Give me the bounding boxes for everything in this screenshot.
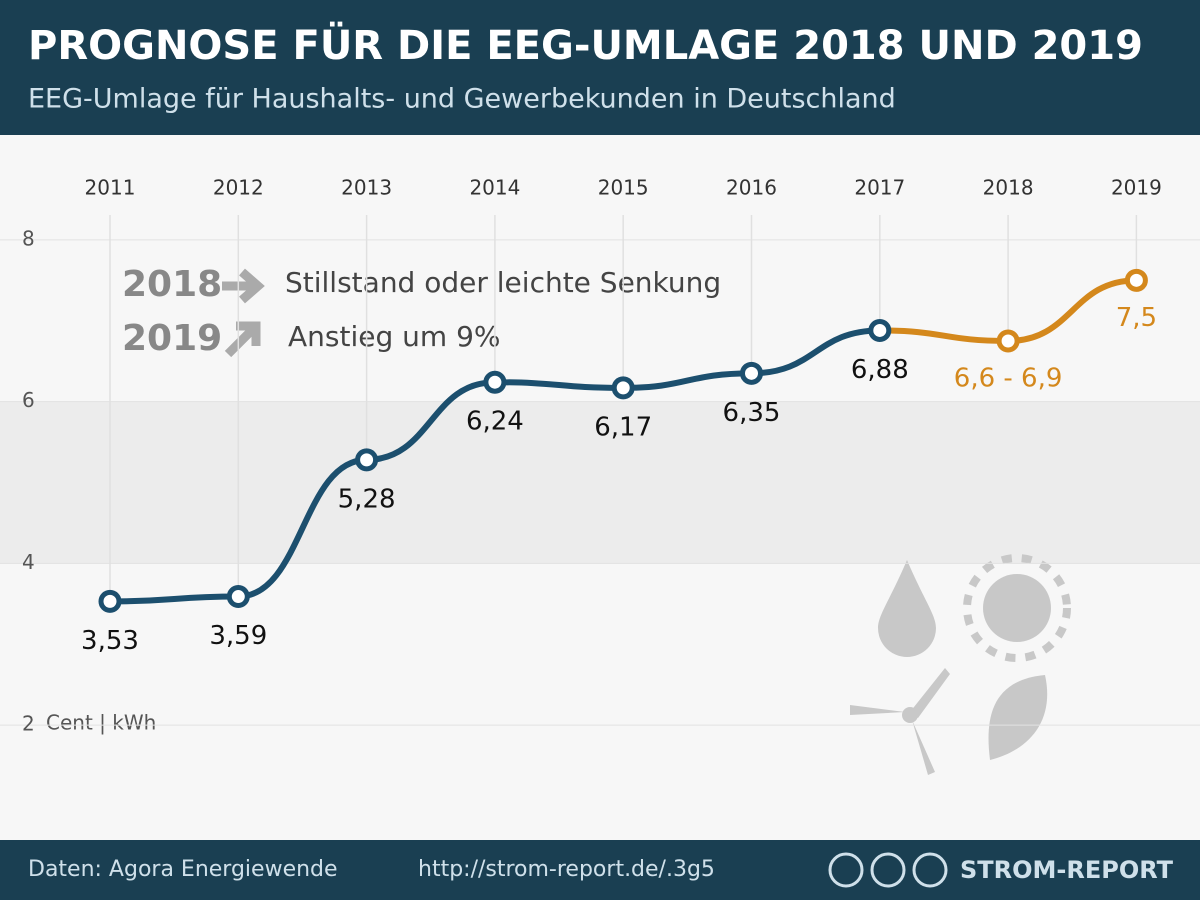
brand: STROM-REPORT	[960, 856, 1174, 884]
x-tick-label: 2011	[85, 176, 136, 200]
data-label: 7,5	[1116, 303, 1157, 333]
footer	[0, 840, 1200, 900]
data-point	[868, 318, 892, 342]
chart-subtitle: EEG-Umlage für Haushalts- und Gewerbekun…	[28, 84, 896, 115]
y-tick-label: 6	[22, 388, 35, 412]
header	[0, 0, 1200, 135]
band	[0, 401, 1200, 564]
data-label: 6,17	[594, 412, 652, 442]
data-label: 3,59	[209, 621, 267, 651]
x-tick-label: 2017	[854, 176, 905, 200]
sun-icon	[983, 574, 1051, 642]
bands	[0, 239, 1200, 726]
x-tick-label: 2018	[983, 176, 1034, 200]
x-tick-label: 2016	[726, 176, 777, 200]
annotation-year: 2018	[122, 264, 222, 305]
annotation-text: Stillstand oder leichte Senkung	[285, 266, 721, 299]
source-url: http://strom-report.de/.3g5	[418, 857, 715, 882]
x-tick-label: 2014	[469, 176, 520, 200]
data-label: 6,35	[723, 398, 781, 428]
data-point	[226, 585, 250, 609]
data-label: 6,24	[466, 407, 524, 437]
y-tick-label: 4	[22, 550, 35, 574]
license-icons	[828, 852, 948, 888]
y-axis-label: Cent | kWh	[46, 711, 156, 735]
data-label: 5,28	[338, 484, 396, 514]
data-label: 6,6 - 6,9	[954, 363, 1063, 393]
data-point	[483, 370, 507, 394]
arrow-up	[224, 321, 261, 358]
chart-title: PROGNOSE FÜR DIE EEG-UMLAGE 2018 UND 201…	[28, 21, 1143, 69]
turbine-hub	[902, 707, 918, 723]
y-tick-label: 2	[22, 712, 35, 736]
leaf-icon	[988, 675, 1048, 760]
data-point	[1124, 268, 1148, 292]
data-label: 6,88	[851, 355, 909, 385]
drop-icon	[878, 560, 936, 657]
y-tick-label: 8	[22, 226, 35, 250]
band	[0, 239, 1200, 402]
x-tick-label: 2013	[341, 176, 392, 200]
turbine-icon	[850, 668, 950, 775]
data-point	[611, 376, 635, 400]
annotation-text: Anstieg um 9%	[288, 320, 501, 353]
x-tick-label: 2012	[213, 176, 264, 200]
data-point	[996, 329, 1020, 353]
source: Daten: Agora Energiewende	[28, 857, 338, 882]
x-tick-label: 2019	[1111, 176, 1162, 200]
annotation-year: 2019	[122, 318, 222, 359]
data-label: 3,53	[81, 626, 139, 656]
data-point	[740, 361, 763, 385]
x-tick-label: 2015	[598, 176, 649, 200]
sun-rays	[963, 554, 1071, 662]
data-point	[98, 589, 122, 613]
icons	[850, 554, 1071, 775]
data-point	[355, 448, 379, 472]
